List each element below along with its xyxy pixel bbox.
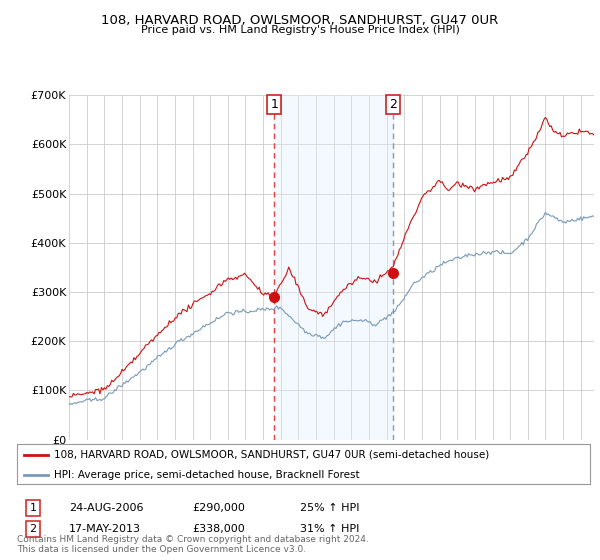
Text: £338,000: £338,000 — [192, 524, 245, 534]
Text: £290,000: £290,000 — [192, 503, 245, 513]
Bar — [274, 95, 393, 440]
Text: Price paid vs. HM Land Registry's House Price Index (HPI): Price paid vs. HM Land Registry's House … — [140, 25, 460, 35]
Text: 1: 1 — [270, 98, 278, 111]
Text: 2: 2 — [389, 98, 397, 111]
Text: 31% ↑ HPI: 31% ↑ HPI — [300, 524, 359, 534]
Text: 24-AUG-2006: 24-AUG-2006 — [69, 503, 143, 513]
Text: 2: 2 — [29, 524, 37, 534]
Text: 108, HARVARD ROAD, OWLSMOOR, SANDHURST, GU47 0UR: 108, HARVARD ROAD, OWLSMOOR, SANDHURST, … — [101, 14, 499, 27]
Text: Contains HM Land Registry data © Crown copyright and database right 2024.
This d: Contains HM Land Registry data © Crown c… — [17, 535, 368, 554]
Text: HPI: Average price, semi-detached house, Bracknell Forest: HPI: Average price, semi-detached house,… — [54, 470, 359, 480]
Text: 1: 1 — [29, 503, 37, 513]
Text: 25% ↑ HPI: 25% ↑ HPI — [300, 503, 359, 513]
Text: 17-MAY-2013: 17-MAY-2013 — [69, 524, 141, 534]
Text: 108, HARVARD ROAD, OWLSMOOR, SANDHURST, GU47 0UR (semi-detached house): 108, HARVARD ROAD, OWLSMOOR, SANDHURST, … — [54, 450, 489, 460]
